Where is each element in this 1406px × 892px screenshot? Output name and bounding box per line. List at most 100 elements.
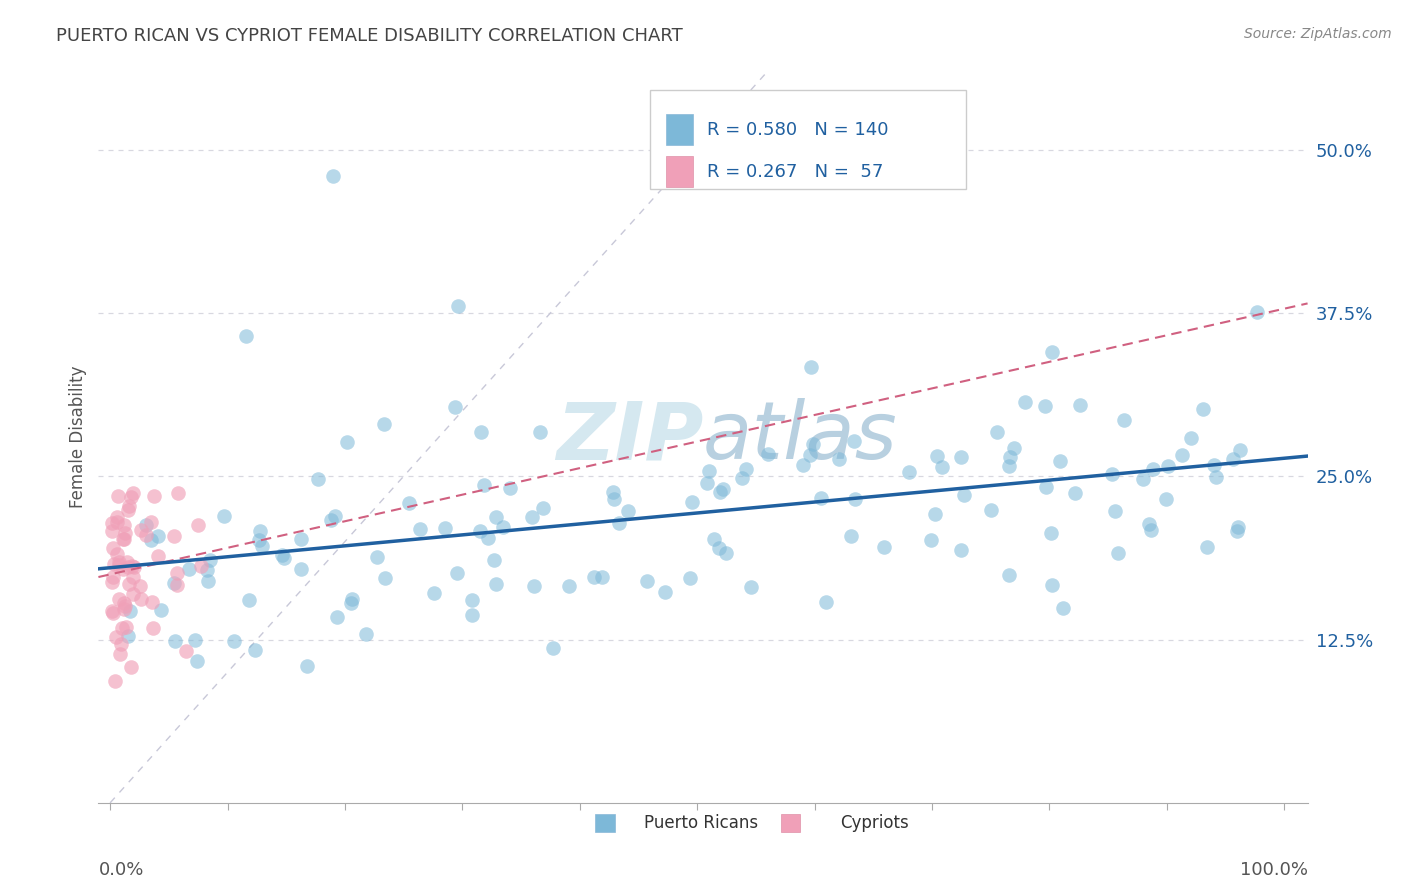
Point — [107, 489, 129, 503]
Point — [1114, 413, 1136, 427]
Point — [1180, 431, 1202, 445]
Point — [828, 452, 851, 467]
Text: atlas: atlas — [703, 398, 898, 476]
Point — [322, 169, 344, 183]
Point — [105, 547, 128, 561]
Point — [799, 448, 821, 462]
Point — [1069, 399, 1091, 413]
Point — [120, 490, 142, 504]
Point — [323, 508, 346, 523]
Point — [141, 595, 163, 609]
Point — [446, 566, 468, 580]
Point — [1000, 450, 1022, 465]
Point — [167, 486, 190, 500]
Point — [118, 577, 141, 591]
Point — [190, 559, 212, 574]
Point — [100, 516, 122, 530]
Point — [1142, 461, 1164, 475]
Point — [681, 495, 703, 509]
Point — [1040, 578, 1063, 592]
Point — [998, 568, 1021, 582]
Point — [105, 509, 128, 524]
Point — [117, 560, 139, 574]
Point — [273, 551, 295, 566]
Point — [114, 599, 136, 614]
Point — [103, 557, 125, 571]
Point — [696, 475, 718, 490]
Point — [949, 450, 972, 464]
Y-axis label: Female Disability: Female Disability — [69, 366, 87, 508]
Point — [920, 533, 942, 547]
Point — [1039, 526, 1062, 541]
Point — [108, 592, 131, 607]
Point — [707, 541, 730, 555]
Point — [235, 328, 257, 343]
Point — [603, 492, 626, 507]
Point — [447, 300, 470, 314]
Point — [129, 523, 152, 537]
Point — [522, 509, 544, 524]
Point — [731, 471, 754, 485]
Point — [104, 631, 127, 645]
Point — [108, 555, 131, 569]
Point — [166, 566, 188, 581]
Point — [477, 531, 499, 545]
Point — [307, 472, 329, 486]
Point — [252, 539, 274, 553]
Point — [1052, 601, 1074, 615]
Point — [814, 595, 837, 609]
Point — [122, 560, 145, 574]
Point — [110, 647, 132, 661]
Point — [200, 553, 222, 567]
Point — [1049, 454, 1071, 468]
Point — [523, 579, 546, 593]
Point — [1104, 504, 1126, 518]
Point — [1002, 441, 1025, 455]
Point — [986, 425, 1008, 439]
Point — [117, 503, 139, 517]
Point — [114, 526, 136, 541]
Point — [122, 486, 145, 500]
Point — [101, 541, 124, 555]
Point — [150, 602, 173, 616]
Text: 100.0%: 100.0% — [1240, 862, 1308, 880]
Point — [111, 621, 134, 635]
Point — [103, 570, 125, 584]
Point — [121, 559, 143, 574]
Text: ZIP: ZIP — [555, 398, 703, 476]
Point — [1202, 458, 1225, 472]
Point — [792, 458, 814, 472]
Point — [924, 507, 946, 521]
Point — [108, 558, 131, 572]
Point — [800, 360, 823, 375]
Point — [120, 660, 142, 674]
Point — [146, 549, 169, 564]
Point — [373, 417, 395, 431]
Point — [531, 500, 554, 515]
Point — [499, 481, 522, 495]
Point — [101, 524, 124, 538]
Point — [165, 633, 187, 648]
Point — [654, 585, 676, 599]
Point — [1132, 472, 1154, 486]
Point — [110, 637, 132, 651]
Text: Source: ZipAtlas.com: Source: ZipAtlas.com — [1244, 27, 1392, 41]
Point — [491, 519, 513, 533]
Point — [1154, 491, 1177, 506]
Point — [339, 596, 361, 610]
Point — [408, 523, 430, 537]
Point — [980, 502, 1002, 516]
Point — [810, 491, 832, 505]
Point — [591, 570, 613, 584]
Point — [444, 401, 467, 415]
Point — [740, 580, 762, 594]
Point — [135, 528, 157, 542]
Point — [1040, 345, 1063, 359]
Point — [617, 503, 640, 517]
Point — [174, 644, 197, 658]
Point — [115, 555, 138, 569]
Point — [146, 529, 169, 543]
Point — [197, 574, 219, 588]
Point — [184, 632, 207, 647]
Point — [1195, 540, 1218, 554]
